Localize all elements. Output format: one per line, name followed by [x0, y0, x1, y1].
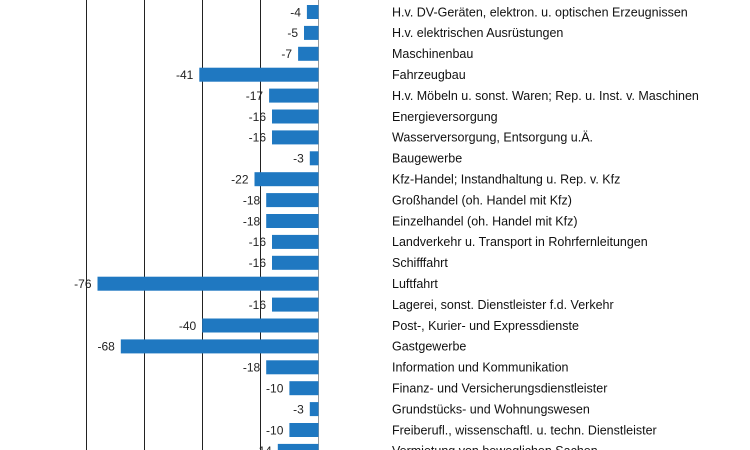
- value-label: -22: [231, 173, 249, 187]
- value-label: -14: [254, 444, 272, 450]
- bar: [97, 276, 319, 291]
- bar: [306, 5, 319, 19]
- value-label: -10: [266, 423, 284, 437]
- bar-layer: [97, 5, 319, 450]
- value-label: -16: [249, 110, 267, 124]
- value-label: -16: [249, 256, 267, 270]
- bar: [269, 88, 319, 103]
- label-layer: -4 H.v. DV-Geräten, elektron. u. optische…: [74, 5, 699, 450]
- bar: [272, 255, 319, 270]
- bar: [254, 172, 319, 187]
- value-label: -10: [266, 382, 284, 396]
- category-label: Schifffahrt: [392, 256, 448, 270]
- category-label: Lagerei, sonst. Dienstleister f.d. Verke…: [392, 298, 614, 312]
- bar: [309, 151, 319, 166]
- category-label: Information und Kommunikation: [392, 361, 569, 375]
- category-label: Finanz- und Versicherungsdienstleister: [392, 382, 607, 396]
- category-label: Maschinenbau: [392, 47, 473, 61]
- bar: [272, 297, 319, 312]
- value-label: -40: [179, 319, 197, 333]
- bar: [272, 109, 319, 124]
- value-label: -41: [176, 68, 194, 82]
- category-label: Post-, Kurier- und Expressdienste: [392, 319, 579, 333]
- category-label: Luftfahrt: [392, 277, 438, 291]
- category-label: Energieversorgung: [392, 110, 498, 124]
- category-label: Freiberufl., wissenschaftl. u. techn. Di…: [392, 423, 657, 437]
- bar: [289, 381, 319, 396]
- category-label: Großhandel (oh. Handel mit Kfz): [392, 193, 572, 207]
- category-label: Grundstücks- und Wohnungswesen: [392, 402, 590, 416]
- value-label: -3: [293, 152, 304, 166]
- bar: [266, 360, 319, 375]
- category-label: Baugewerbe: [392, 152, 462, 166]
- bar: [309, 402, 319, 417]
- value-label: -17: [246, 89, 264, 103]
- category-label: H.v. DV-Geräten, elektron. u. optischen …: [392, 5, 688, 19]
- value-label: -5: [287, 26, 298, 40]
- bar: [202, 318, 319, 333]
- bar: [199, 67, 319, 82]
- category-label: Vermietung von beweglichen Sachen: [392, 444, 598, 450]
- bar: [277, 443, 319, 450]
- value-label: -76: [74, 277, 92, 291]
- category-label: Einzelhandel (oh. Handel mit Kfz): [392, 214, 578, 228]
- bar: [266, 193, 319, 208]
- bar: [272, 234, 319, 249]
- value-label: -18: [243, 193, 261, 207]
- category-label: Gastgewerbe: [392, 340, 466, 354]
- value-label: -68: [97, 340, 115, 354]
- category-label: Wasserversorgung, Entsorgung u.Ä.: [392, 131, 593, 145]
- value-label: -7: [281, 47, 292, 61]
- value-label: -18: [243, 361, 261, 375]
- bar: [266, 214, 319, 228]
- bar: [298, 46, 319, 61]
- bar: [272, 130, 319, 145]
- value-label: -16: [249, 298, 267, 312]
- value-label: -3: [293, 402, 304, 416]
- bar: [304, 25, 319, 40]
- value-label: -18: [243, 214, 261, 228]
- category-label: Kfz-Handel; Instandhaltung u. Rep. v. Kf…: [392, 173, 620, 187]
- bar: [289, 423, 319, 437]
- category-label: H.v. elektrischen Ausrüstungen: [392, 26, 563, 40]
- category-label: H.v. Möbeln u. sonst. Waren; Rep. u. Ins…: [392, 89, 699, 103]
- value-label: -4: [290, 5, 301, 19]
- category-label: Landverkehr u. Transport in Rohrfernleit…: [392, 235, 648, 249]
- value-label: -16: [249, 131, 267, 145]
- category-label: Fahrzeugbau: [392, 68, 466, 82]
- value-label: -16: [249, 235, 267, 249]
- bar: [120, 339, 319, 354]
